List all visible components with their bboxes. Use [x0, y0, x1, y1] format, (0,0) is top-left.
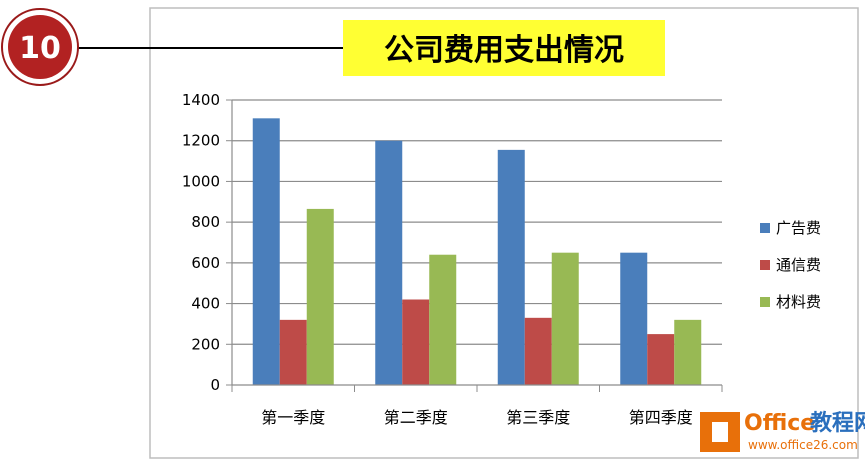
- watermark-url: www.office26.com: [748, 438, 858, 452]
- bars: [252, 118, 702, 386]
- bar-1-1: [252, 118, 280, 386]
- bar-2-3: [524, 317, 552, 385]
- legend-label: 广告费: [776, 219, 821, 237]
- y-tick-label: 800: [191, 213, 220, 231]
- chart-title-box: [343, 20, 665, 76]
- y-tick-label: 600: [191, 254, 220, 272]
- bar-3-3: [551, 252, 579, 385]
- x-tick-label: 第一季度: [261, 408, 325, 427]
- legend-swatch: [760, 260, 770, 270]
- y-tick-label: 1000: [182, 172, 220, 190]
- y-tick-label: 200: [191, 335, 220, 353]
- bar-1-4: [620, 252, 648, 385]
- x-tick-label: 第三季度: [506, 408, 570, 427]
- chart-title: 公司费用支出情况: [384, 33, 624, 68]
- step-badge-number: 10: [19, 31, 61, 66]
- bar-2-1: [279, 319, 307, 385]
- step-badge: 10: [1, 8, 79, 86]
- bar-1-3: [497, 149, 525, 385]
- y-tick-label: 1400: [182, 91, 220, 109]
- x-tick-label: 第二季度: [384, 408, 448, 427]
- bar-2-4: [647, 334, 675, 385]
- legend-label: 材料费: [776, 293, 821, 311]
- watermark: Office 教程网 www.office26.com: [700, 410, 865, 452]
- bar-2-2: [402, 299, 430, 385]
- y-tick-label: 400: [191, 295, 220, 313]
- bar-1-2: [375, 140, 403, 385]
- legend-swatch: [760, 297, 770, 307]
- bar-3-4: [674, 319, 702, 385]
- y-tick-label: 0: [210, 376, 220, 394]
- x-tick-label: 第四季度: [629, 408, 693, 427]
- bar-3-1: [306, 208, 334, 385]
- watermark-brand-cn: 教程网: [810, 410, 865, 436]
- y-axis: 0 200 400 600 800 1000 1200 1400: [182, 91, 233, 394]
- bar-3-2: [429, 254, 457, 385]
- x-axis: 第一季度 第二季度 第三季度 第四季度: [231, 384, 723, 427]
- y-tick-label: 1200: [182, 132, 220, 150]
- legend-label: 通信费: [776, 256, 821, 274]
- watermark-brand: Office: [744, 411, 815, 436]
- legend-swatch: [760, 223, 770, 233]
